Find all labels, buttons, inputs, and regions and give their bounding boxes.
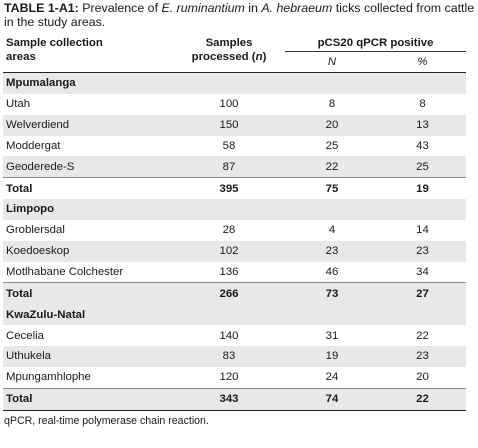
header-sample-areas: Sample collection areas: [3, 33, 173, 73]
table-row: Groblersdal 28 4 14: [3, 220, 466, 241]
header-percent: %: [417, 56, 428, 68]
total-label: Total: [3, 387, 173, 411]
area-name: Moddergat: [6, 139, 61, 152]
caption-species-2: A. hebraeum: [261, 1, 333, 15]
table-body: Mpumalanga Utah 100 8 8 Welverdiend 150 20 13 Mod…: [3, 72, 466, 411]
positive-n: 4: [328, 224, 336, 237]
positive-percent: 14: [416, 224, 429, 237]
positive-n: 23: [285, 240, 379, 262]
prevalence-table: Sample collection areas Samples processe…: [3, 33, 466, 411]
samples-processed: 83: [173, 345, 285, 367]
positive-percent: 43: [416, 139, 429, 152]
samples-processed: 100: [219, 98, 239, 111]
positive-percent: 20: [416, 371, 429, 384]
table-row: Geoderede-S 87 22 25: [3, 156, 466, 178]
total-n: 73: [285, 282, 379, 305]
samples-processed: 120: [219, 371, 239, 384]
header-col1-line2: areas: [6, 51, 36, 63]
positive-n: 25: [325, 139, 339, 152]
caption-text-2: in: [244, 1, 262, 15]
area-name: Geoderede-S: [3, 156, 173, 178]
total-label: Total: [3, 177, 173, 200]
total-row: Total 395 75 19: [3, 177, 466, 200]
positive-percent: 25: [379, 156, 466, 178]
area-name: Welverdiend: [3, 114, 173, 136]
area-name: Koedoeskop: [3, 240, 173, 262]
positive-n: 20: [285, 114, 379, 136]
header-col2-line2: processed (n): [191, 51, 267, 63]
table-header: Sample collection areas Samples processe…: [3, 33, 466, 73]
section-name: KwaZulu-Natal: [3, 304, 466, 326]
positive-n: 8: [328, 98, 336, 111]
header-qpcr-positive: pCS20 qPCR positive: [285, 33, 466, 52]
positive-percent: 23: [379, 345, 466, 367]
table-label: TABLE 1-A1:: [4, 1, 79, 15]
section-name: Limpopo: [3, 199, 466, 220]
positive-n: 31: [325, 329, 339, 342]
section-row: Limpopo: [3, 199, 466, 220]
area-name: Uthukela: [3, 345, 173, 367]
caption-text-3: ticks collected from cattle in the study…: [4, 1, 475, 29]
section-row: KwaZulu-Natal: [3, 304, 466, 326]
samples-processed: 140: [219, 329, 239, 342]
positive-n: 22: [285, 156, 379, 178]
table-caption: TABLE 1-A1: Prevalence of E. ruminantium…: [4, 1, 476, 29]
positive-percent: 8: [419, 98, 426, 111]
caption-species-1: E. ruminantium: [161, 1, 245, 15]
header-col1-line1: Sample collection: [6, 37, 103, 49]
total-samples: 266: [173, 282, 285, 305]
table-row: Koedoeskop 102 23 23: [3, 240, 466, 262]
header-col2-line1: Samples: [205, 37, 253, 49]
total-samples: 343: [173, 387, 285, 411]
area-name: Groblersdal: [6, 224, 65, 237]
table-row: Welverdiend 150 20 13: [3, 114, 466, 136]
positive-n: 19: [285, 345, 379, 367]
positive-percent: 13: [379, 114, 466, 136]
positive-percent: 34: [416, 266, 429, 279]
table-row: Moddergat 58 25 43: [3, 136, 466, 157]
section-row: Mpumalanga: [3, 72, 466, 94]
table-row: Utah 100 8 8: [3, 94, 466, 115]
total-label: Total: [3, 282, 173, 305]
table-row: Cecelia 140 31 22: [3, 325, 466, 346]
caption-text-1: Prevalence of: [78, 1, 162, 15]
samples-processed: 58: [222, 139, 236, 152]
positive-n: 46: [325, 266, 339, 279]
samples-processed: 87: [173, 156, 285, 178]
section-name: Mpumalanga: [3, 72, 466, 94]
total-percent: 22: [379, 387, 466, 411]
area-name: Cecelia: [6, 329, 44, 342]
total-percent: 19: [379, 177, 466, 200]
table-row: Uthukela 83 19 23: [3, 345, 466, 367]
positive-percent: 22: [416, 329, 429, 342]
area-name: Motlhabane Colchester: [6, 266, 124, 279]
samples-processed: 136: [219, 266, 239, 279]
total-n: 74: [285, 387, 379, 411]
area-name: Mpungamhlophe: [6, 371, 91, 384]
table-row: Motlhabane Colchester 136 46 34: [3, 262, 466, 283]
area-name: Utah: [6, 98, 31, 111]
samples-processed: 150: [173, 114, 285, 136]
samples-processed: 28: [222, 224, 236, 237]
header-n: N: [327, 56, 337, 68]
header-samples-processed: Samples processed (n): [173, 33, 285, 73]
total-percent: 27: [379, 282, 466, 305]
positive-n: 24: [325, 371, 339, 384]
samples-processed: 102: [173, 240, 285, 262]
positive-percent: 23: [379, 240, 466, 262]
total-row: Total 343 74 22: [3, 387, 466, 411]
total-row: Total 266 73 27: [3, 282, 466, 305]
total-samples: 395: [173, 177, 285, 200]
table-footnote: qPCR, real-time polymerase chain reactio…: [4, 415, 209, 427]
total-n: 75: [285, 177, 379, 200]
table-row: Mpungamhlophe 120 24 20: [3, 367, 466, 388]
